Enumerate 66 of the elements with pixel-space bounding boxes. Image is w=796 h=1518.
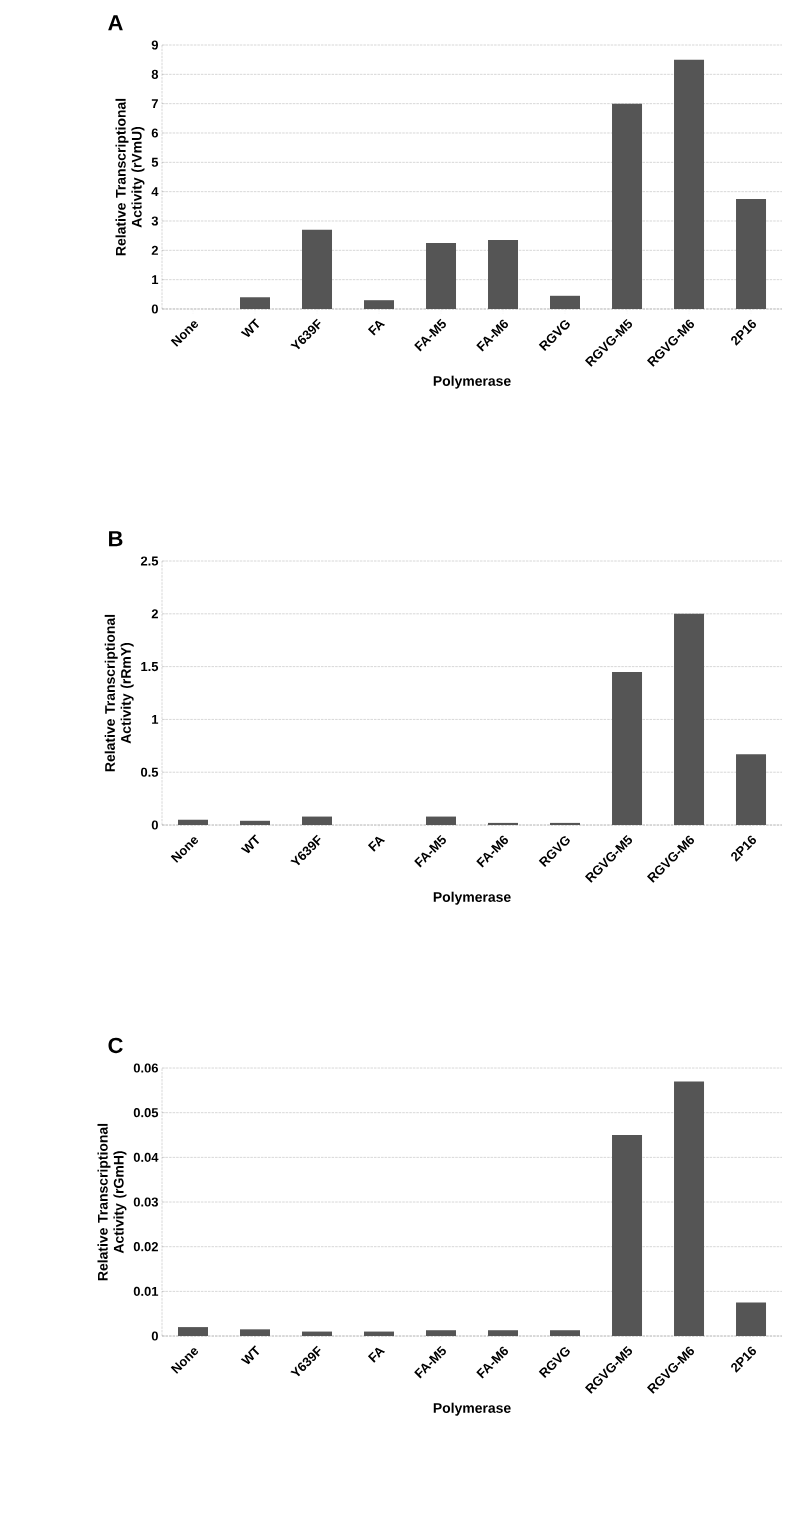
y-tick-label: 0.05	[133, 1108, 159, 1118]
x-tick-label: FA	[367, 1347, 386, 1363]
bar	[302, 229, 333, 309]
bar	[488, 240, 519, 309]
bar	[612, 1135, 643, 1337]
x-axis-title: Polymerase	[433, 891, 511, 905]
x-tick-label: FA	[367, 836, 386, 852]
y-tick-label: 8	[151, 69, 159, 79]
y-tick-label: 2.5	[140, 556, 159, 566]
x-tick-label: WT	[240, 318, 260, 338]
y-tick-label: 1	[152, 714, 159, 724]
chart-title: C	[108, 1037, 123, 1054]
bar	[178, 819, 208, 826]
y-axis-title: Relative Transcriptional Activity (rRmY)	[104, 614, 134, 772]
x-tick-label: WT	[240, 1345, 260, 1365]
bar	[426, 243, 457, 309]
y-tick-label: 5	[151, 157, 159, 167]
bar	[240, 820, 271, 826]
bar	[736, 199, 767, 309]
y-tick-label: 0	[151, 820, 158, 830]
y-tick-label: 0.03	[133, 1197, 159, 1207]
bar	[550, 1330, 581, 1337]
y-tick-label: 0.02	[133, 1242, 158, 1252]
bar	[240, 1329, 271, 1337]
bar	[302, 1331, 333, 1337]
y-tick-label: 9	[151, 40, 158, 50]
bar	[550, 822, 581, 826]
y-tick-label: 0.04	[133, 1152, 159, 1162]
y-axis-title: Relative Transcriptional Activity (rVmU)	[115, 98, 145, 256]
y-tick-label: 0.06	[133, 1063, 159, 1073]
bar	[364, 1331, 395, 1337]
y-tick-label: 0.5	[140, 767, 159, 777]
bar	[674, 59, 705, 309]
x-tick-label: WT	[240, 834, 260, 854]
bar	[488, 822, 519, 826]
bar	[674, 613, 705, 826]
y-tick-label: 3	[151, 216, 159, 226]
y-tick-label: 0	[151, 1331, 158, 1341]
bar	[178, 1327, 208, 1337]
bar	[240, 297, 271, 309]
y-tick-label: 0.01	[133, 1286, 159, 1296]
y-tick-label: 2	[151, 609, 158, 619]
bar	[426, 1330, 457, 1337]
bar	[364, 300, 395, 309]
bar	[736, 754, 767, 826]
y-tick-label: 1	[152, 275, 159, 285]
bar	[550, 295, 581, 309]
y-tick-label: 6	[151, 128, 159, 138]
bar	[426, 816, 457, 826]
bar	[302, 816, 333, 826]
bar	[736, 1302, 767, 1337]
chart-title: B	[109, 531, 123, 547]
y-tick-label: 7	[151, 99, 158, 109]
bar	[612, 671, 643, 826]
y-tick-label: 1.5	[141, 662, 159, 672]
y-tick-label: 0	[151, 304, 158, 314]
bar	[674, 1081, 705, 1337]
x-axis-title: Polymerase	[433, 375, 511, 389]
bar	[612, 103, 643, 309]
y-tick-label: 4	[151, 187, 159, 197]
y-tick-label: 2	[151, 245, 158, 255]
chart-title: A	[108, 15, 123, 31]
x-tick-label: FA	[367, 320, 386, 336]
y-axis-title: Relative Transcriptional Activity (rGmH)	[97, 1123, 127, 1281]
x-axis-title: Polymerase	[433, 1402, 511, 1416]
bar	[488, 1330, 519, 1337]
